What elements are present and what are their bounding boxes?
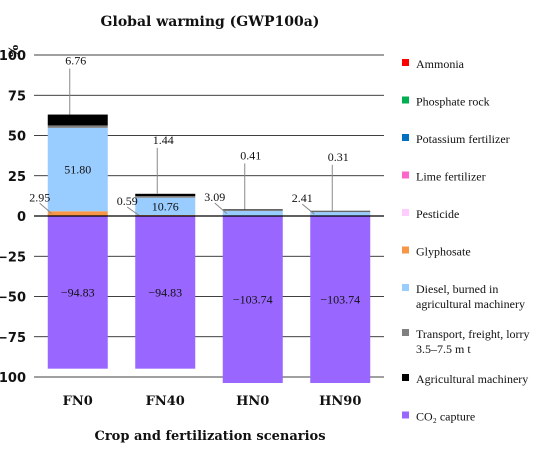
legend-label: Phosphate rock [416, 95, 490, 109]
legend-label: Pesticide [416, 207, 459, 221]
bar-segment [135, 216, 196, 369]
bar-segment [222, 209, 283, 211]
legend-swatch [402, 209, 409, 216]
y-tick-label: 100 [0, 49, 26, 64]
data-label: 0.31 [328, 150, 349, 164]
data-label: 10.76 [152, 199, 179, 213]
bar-segment [47, 114, 108, 126]
y-tick-label: 0 [17, 210, 26, 225]
data-label: 51.80 [64, 163, 91, 177]
x-axis-title: Crop and fertilization scenarios [94, 429, 325, 444]
bar-segment [310, 210, 371, 212]
bar-segment [310, 212, 371, 216]
data-label: 2.41 [292, 191, 313, 205]
bar-segment [222, 216, 283, 384]
x-tick-label: HN90 [319, 394, 361, 409]
legend-swatch [402, 246, 409, 254]
bar-segment [135, 197, 196, 216]
legend-swatch [402, 96, 409, 104]
axes: 100 75 50 25 0 −25 −50 −75 −100 FN0 FN40 HN0 HN90 [0, 49, 384, 409]
x-tick-label: HN0 [236, 394, 269, 409]
bar-segment [47, 125, 108, 128]
bar-segment [47, 211, 108, 216]
leader-line [301, 203, 315, 215]
data-label: 1.44 [153, 133, 174, 147]
leader-line [39, 202, 53, 215]
legend-label: agricultural machinery [416, 297, 525, 311]
legend-swatch [402, 411, 409, 419]
bar-segment [47, 216, 108, 369]
legend: Ammonia Phosphate rock Potassium fertilize… [402, 57, 530, 424]
leader-line [214, 202, 228, 214]
x-tick-label: FN0 [63, 394, 93, 409]
y-tick-label: −25 [0, 250, 26, 265]
bar-segment [310, 211, 371, 213]
data-label: −103.74 [233, 293, 273, 307]
legend-label: Agricultural machinery [416, 372, 528, 386]
legend-swatch [402, 171, 409, 179]
data-label: 2.95 [29, 190, 50, 204]
data-label: −94.83 [148, 285, 182, 299]
data-label: −103.74 [320, 293, 360, 307]
y-tick-label: 75 [8, 89, 26, 104]
legend-label: CO₂ capture [416, 410, 475, 424]
legend-label: Glyphosate [416, 245, 471, 259]
y-tick-label: 50 [8, 130, 26, 145]
legend-swatch [402, 59, 409, 66]
bar-segment [135, 193, 196, 197]
data-label: 0.59 [117, 194, 138, 208]
bar-segment [135, 196, 196, 198]
y-axis-title: % [7, 44, 22, 57]
chart-title: Global warming (GWP100a) [101, 14, 320, 30]
data-labels: 2.95 51.80 6.76 −94.83 0.59 10.76 1.44 −94.83 3.… [29, 54, 360, 307]
legend-label: Potassium fertilizer [416, 132, 510, 146]
data-label: 3.09 [204, 190, 225, 204]
data-label: −94.83 [61, 285, 95, 299]
legend-label: Diesel, burned in [416, 282, 498, 296]
legend-swatch [402, 374, 409, 381]
legend-label: 3.5–7.5 m t [416, 342, 471, 356]
x-tick-label: FN40 [146, 394, 185, 409]
bar-segment [222, 211, 283, 216]
legend-swatch [402, 134, 409, 141]
y-tick-label: −50 [0, 291, 26, 306]
bar-segment [47, 127, 108, 212]
bar-segment [310, 216, 371, 384]
legend-swatch [402, 284, 409, 291]
y-tick-label: −100 [0, 371, 26, 386]
bar-segment [222, 210, 283, 212]
leader-line [126, 206, 140, 216]
legend-label: Lime fertilizer [416, 170, 486, 184]
y-tick-label: 25 [8, 170, 26, 185]
legend-label: Transport, freight, lorry [416, 327, 530, 341]
y-tick-label: −75 [0, 331, 26, 346]
data-label: 0.41 [240, 148, 261, 162]
legend-label: Ammonia [416, 57, 465, 71]
legend-swatch [402, 329, 409, 336]
plot-area [47, 114, 371, 384]
data-label: 6.76 [65, 54, 86, 68]
